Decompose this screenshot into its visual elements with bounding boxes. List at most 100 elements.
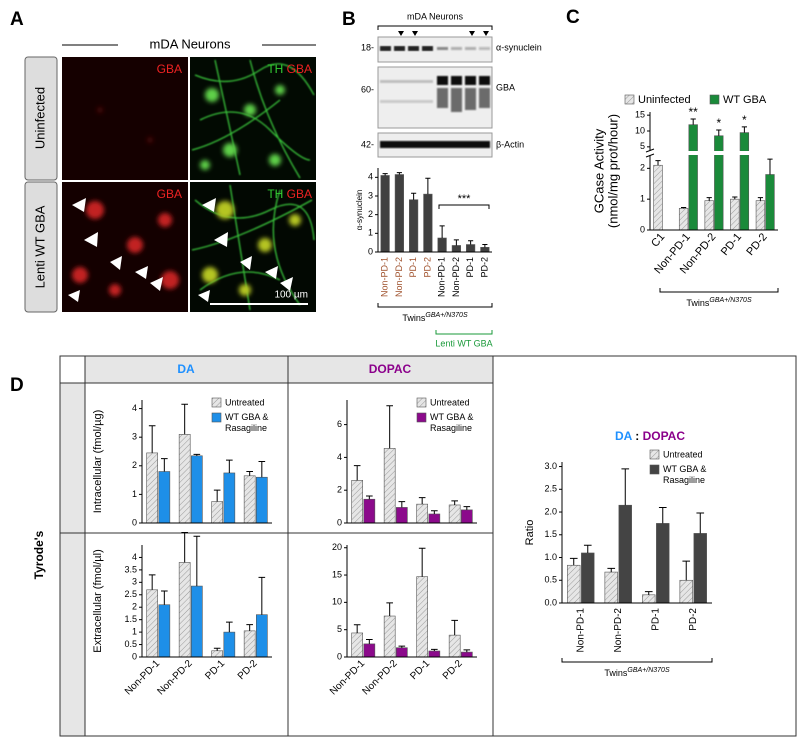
error-bar — [439, 225, 445, 238]
error-bar — [451, 500, 458, 505]
y-tick-label: 2 — [337, 485, 342, 495]
group-label: TwinsGBA+/N370S — [604, 667, 670, 679]
significance: * — [742, 113, 747, 127]
blot-bands — [380, 46, 490, 51]
panel-b: mDA Neurons 18- α-synuclein 60- GBA 42- … — [361, 11, 542, 348]
error-bar — [431, 648, 438, 651]
error-bar — [366, 639, 373, 644]
x-tick-label: PD-2 — [688, 608, 699, 631]
bar — [451, 245, 461, 253]
y-axis-label: Ratio — [524, 520, 536, 546]
y-tick-label: 3.0 — [544, 461, 557, 471]
error-bar — [398, 645, 406, 648]
group-bracket — [659, 288, 779, 293]
error-bar — [411, 192, 417, 200]
cell-bodies — [200, 85, 285, 170]
y-tick-label: 1.5 — [544, 529, 557, 539]
y-tick-label: 5 — [640, 141, 645, 151]
neurites — [191, 59, 315, 311]
bar — [567, 564, 581, 604]
error-bar — [193, 453, 201, 456]
error-bar — [767, 158, 773, 175]
bar — [581, 552, 595, 604]
bar — [178, 434, 191, 524]
group-bracket — [377, 303, 493, 308]
bar — [396, 507, 408, 524]
bar — [363, 643, 376, 658]
group-name: Twins — [402, 313, 426, 323]
y-tick-label: 1 — [132, 626, 137, 636]
legend-label: WT GBA & Rasagiline — [430, 412, 473, 433]
legend-line: WT GBA & — [663, 464, 706, 474]
x-tick-label: Non-PD-2 — [613, 608, 624, 653]
bar — [383, 615, 396, 658]
stain-label: GBA — [157, 62, 182, 76]
bar — [678, 208, 689, 231]
header-band — [85, 356, 493, 383]
chart-title: DA — [177, 362, 195, 376]
bar — [416, 576, 428, 658]
bar — [211, 650, 223, 658]
micrograph — [190, 57, 316, 180]
legend-label: WT GBA & Rasagiline — [225, 412, 268, 433]
panel-label: C — [566, 7, 580, 28]
y-axis-label: α-synuclein — [355, 190, 364, 231]
y-tick-label: 15 — [635, 110, 645, 120]
panel-a: mDA Neurons Uninfected Lenti WT GBA GBA … — [24, 36, 316, 313]
title-part: : — [635, 429, 639, 443]
error-bar — [396, 172, 402, 175]
error-bar — [690, 118, 696, 125]
bar — [466, 244, 476, 253]
group-bracket — [561, 658, 713, 663]
error-bar — [425, 177, 431, 195]
bar — [409, 199, 419, 253]
error-bar — [226, 621, 233, 633]
lenti-label: Lenti WT GBA — [435, 338, 492, 348]
error-bar — [258, 461, 266, 478]
x-tick-label: PD-1 — [465, 257, 475, 278]
error-bar — [644, 591, 653, 595]
axis-break-mark — [645, 148, 655, 158]
error-bar — [682, 560, 691, 581]
bar — [383, 448, 396, 524]
y-tick-label: 4 — [337, 452, 342, 462]
x-tick-label: Non-PD-1 — [575, 608, 586, 653]
error-bar — [258, 576, 266, 615]
error-bar — [161, 590, 168, 605]
error-bar — [569, 557, 578, 566]
cell-bodies — [72, 107, 179, 296]
legend-swatch — [211, 412, 222, 423]
blot-label: β-Actin — [496, 139, 524, 149]
y-tick-label: 1.5 — [124, 614, 137, 624]
bar — [448, 634, 461, 658]
bar — [765, 174, 775, 231]
panel-label: D — [10, 375, 24, 396]
legend-line: WT GBA & — [225, 412, 268, 422]
lenti-bracket — [435, 330, 493, 335]
x-tick-label: Non-PD-2 — [451, 257, 461, 297]
y-tick-label: 1 — [132, 489, 137, 499]
bar — [191, 585, 203, 658]
y-tick-label: 1 — [368, 228, 373, 238]
y-axis-label: GCase Activity — [591, 128, 606, 213]
bar — [211, 501, 223, 524]
bar — [191, 455, 203, 524]
error-bar — [757, 197, 764, 201]
panel-label: B — [342, 9, 356, 30]
y-tick-label: 4 — [132, 403, 137, 413]
bar — [480, 247, 490, 253]
x-tick-label: PD-1 — [203, 658, 227, 682]
bar — [739, 132, 750, 231]
panel-label: A — [10, 9, 24, 30]
bar — [146, 589, 158, 658]
group-label: TwinsGBA+/N370S — [686, 297, 752, 309]
y-tick-label: 0 — [337, 651, 342, 661]
error-bar — [607, 567, 616, 573]
bar — [653, 164, 663, 231]
cell-bodies — [202, 201, 301, 296]
legend-swatch — [649, 449, 660, 460]
bar — [714, 135, 724, 231]
error-bar — [148, 425, 156, 453]
bar — [394, 174, 404, 253]
